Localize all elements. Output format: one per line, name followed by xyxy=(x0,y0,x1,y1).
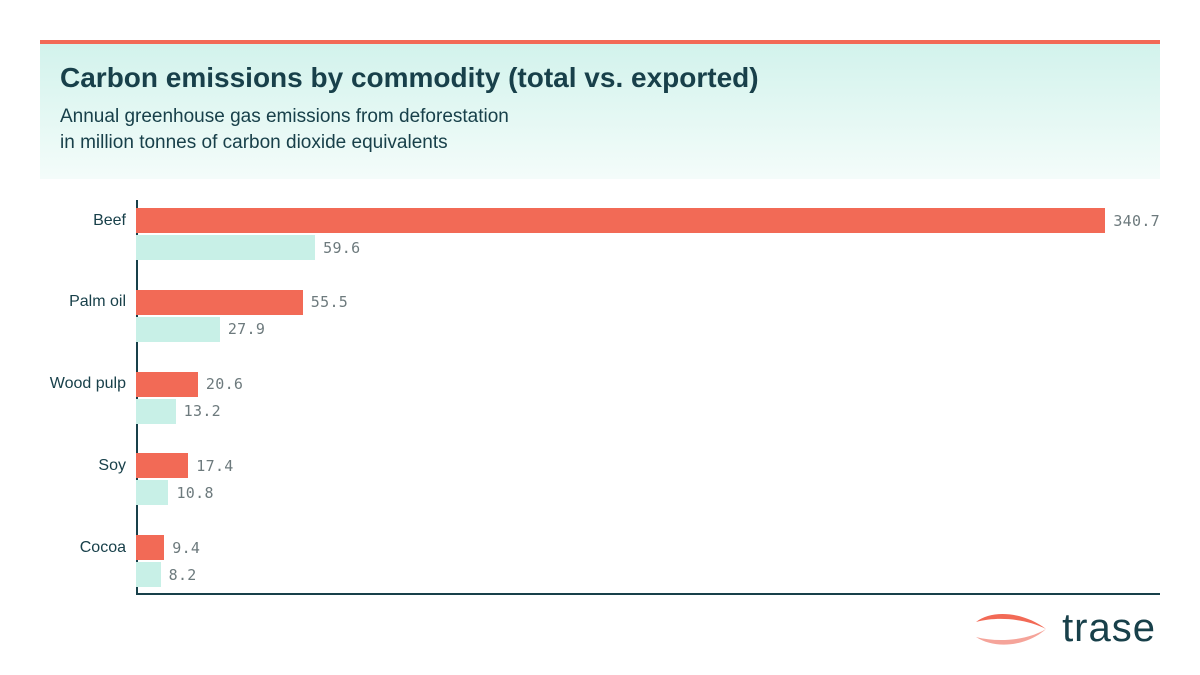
value-total: 9.4 xyxy=(172,539,200,557)
brand-logo-icon xyxy=(974,607,1048,651)
chart-title: Carbon emissions by commodity (total vs.… xyxy=(60,62,1140,94)
category-label: Soy xyxy=(40,457,136,475)
bar-group: Palm oil 55.5 27.9 xyxy=(40,290,1160,342)
value-exported: 10.8 xyxy=(176,484,213,502)
x-axis-line xyxy=(136,593,1160,595)
category-label: Wood pulp xyxy=(40,375,136,393)
value-total: 20.6 xyxy=(206,375,243,393)
bar-total xyxy=(136,535,164,560)
bar-group: Wood pulp 20.6 13.2 xyxy=(40,372,1160,424)
bar-group: Soy 17.4 10.8 xyxy=(40,453,1160,505)
bar-exported xyxy=(136,235,315,260)
bar-group: Cocoa 9.4 8.2 xyxy=(40,535,1160,587)
value-total: 340.7 xyxy=(1113,212,1160,230)
bar-group: Beef 340.7 59.6 xyxy=(40,208,1160,260)
value-exported: 13.2 xyxy=(184,402,221,420)
bar-chart: Beef 340.7 59.6 Palm oil 55.5 27.9 Wood pulp 20… xyxy=(40,200,1160,595)
bar-groups: Beef 340.7 59.6 Palm oil 55.5 27.9 Wood pulp 20… xyxy=(40,208,1160,587)
bar-total xyxy=(136,208,1105,233)
bar-exported xyxy=(136,480,168,505)
bar-exported xyxy=(136,399,176,424)
bar-total xyxy=(136,290,303,315)
category-label: Cocoa xyxy=(40,539,136,557)
value-exported: 8.2 xyxy=(169,566,197,584)
bar-exported xyxy=(136,562,161,587)
category-label: Palm oil xyxy=(40,293,136,311)
category-label: Beef xyxy=(40,212,136,230)
value-exported: 27.9 xyxy=(228,320,265,338)
brand-logo: trase xyxy=(974,606,1156,651)
brand-name: trase xyxy=(1062,606,1156,651)
chart-subtitle: Annual greenhouse gas emissions from def… xyxy=(60,104,1140,155)
value-total: 17.4 xyxy=(196,457,233,475)
logo-wave-bottom xyxy=(976,629,1046,645)
value-total: 55.5 xyxy=(311,293,348,311)
bar-total xyxy=(136,453,188,478)
chart-header: Carbon emissions by commodity (total vs.… xyxy=(40,40,1160,179)
value-exported: 59.6 xyxy=(323,239,360,257)
bar-exported xyxy=(136,317,220,342)
bar-total xyxy=(136,372,198,397)
logo-wave-top xyxy=(976,613,1046,628)
